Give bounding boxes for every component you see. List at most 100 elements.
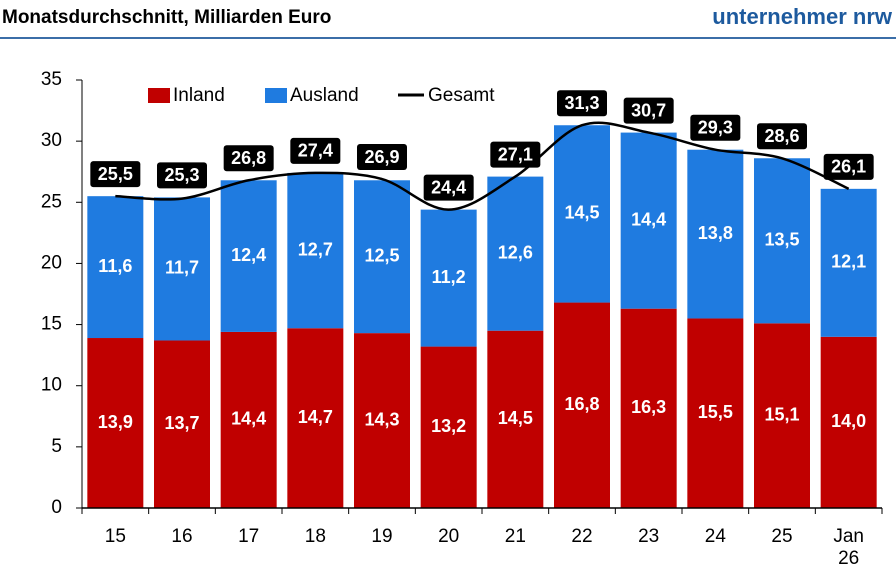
bar-segment (554, 125, 610, 303)
y-tick-label: 25 (41, 191, 62, 212)
bar-segment (754, 323, 810, 508)
data-label: 12,5 (364, 245, 399, 265)
total-label-box (357, 144, 407, 171)
y-tick-label: 10 (41, 375, 62, 396)
data-label: 14,7 (298, 407, 333, 427)
data-label: 16,3 (631, 397, 666, 417)
total-line (115, 121, 850, 211)
data-label: 16,8 (564, 394, 599, 414)
bar-segment (154, 197, 210, 341)
data-label: 12,1 (831, 252, 866, 272)
total-label: 28,6 (764, 126, 799, 146)
bar-segment (620, 308, 677, 508)
total-label-box (157, 162, 207, 189)
bar-segment (154, 340, 210, 508)
total-label: 26,9 (364, 147, 399, 167)
total-label: 27,4 (298, 141, 333, 161)
data-label: 14,3 (364, 409, 399, 429)
x-tick-label: 23 (638, 526, 660, 547)
data-label: 13,9 (98, 412, 133, 432)
y-tick-label: 20 (41, 252, 62, 273)
y-tick-label: 30 (41, 130, 62, 151)
bar-segment (87, 338, 144, 508)
bar-segment (620, 132, 677, 309)
bar-segment (354, 180, 410, 334)
x-tick-label: 22 (571, 526, 593, 547)
y-tick-label: 5 (51, 436, 62, 457)
data-label: 13,2 (431, 416, 466, 436)
bar-segment (420, 346, 477, 508)
bar-segment (87, 196, 144, 339)
data-label: 14,0 (831, 411, 866, 431)
total-label: 26,1 (831, 157, 866, 177)
bar-segment (754, 158, 810, 324)
data-label: 14,5 (564, 203, 599, 223)
x-tick-label: 19 (371, 526, 393, 547)
legend-swatch (265, 88, 287, 103)
data-label: 11,7 (165, 258, 199, 278)
y-tick-label: 15 (41, 314, 62, 335)
total-label: 25,5 (98, 164, 133, 184)
title: Monatsdurchschnitt, Milliarden Euro (2, 7, 331, 28)
data-label: 12,4 (231, 245, 266, 265)
x-tick-label: 16 (171, 526, 193, 547)
total-label: 24,4 (431, 177, 466, 197)
total-label-box (623, 97, 674, 124)
x-tick-label: Jan 26 (833, 526, 864, 569)
legend-label: Inland (173, 85, 225, 106)
bar-segment (287, 172, 344, 329)
bar-segment (820, 188, 877, 337)
bar-segment (687, 318, 744, 508)
x-tick-label: 20 (438, 526, 460, 547)
total-label-box (757, 123, 807, 150)
total-label-box (90, 161, 141, 188)
total-label: 26,8 (231, 148, 266, 168)
data-label: 13,5 (764, 230, 799, 250)
data-label: 15,1 (764, 404, 799, 424)
data-label: 15,5 (698, 402, 733, 422)
data-label: 13,7 (164, 413, 199, 433)
bar-segment (220, 180, 277, 332)
bar-segment (820, 336, 877, 508)
total-label: 31,3 (564, 93, 599, 113)
bar-segment (354, 333, 410, 508)
data-label: 14,5 (498, 408, 533, 428)
data-label: 12,6 (498, 242, 533, 262)
data-label: 12,7 (298, 239, 333, 259)
x-tick-label: 15 (104, 526, 126, 547)
y-tick-label: 35 (41, 69, 62, 90)
total-label-box (823, 153, 874, 180)
x-tick-label: 21 (504, 526, 526, 547)
bar-segment (554, 302, 610, 508)
total-label: 29,3 (698, 117, 733, 137)
data-label: 14,4 (631, 209, 666, 229)
legend-label: Gesamt (428, 85, 495, 106)
bar-segment (487, 176, 544, 331)
x-tick-label: 18 (304, 526, 326, 547)
legend-swatch (148, 88, 170, 103)
x-tick-label: 17 (238, 526, 260, 547)
total-label-box (223, 145, 274, 172)
total-label-box (290, 137, 341, 164)
brand: unternehmer nrw (712, 4, 893, 29)
data-label: 11,2 (432, 267, 466, 287)
bar-segment (420, 209, 477, 347)
bar-segment (687, 149, 744, 319)
y-tick-label: 0 (51, 497, 62, 518)
data-label: 13,8 (698, 223, 733, 243)
total-label-box (557, 90, 607, 117)
legend-label: Ausland (290, 85, 359, 106)
total-label: 30,7 (631, 100, 666, 120)
x-tick-label: 24 (704, 526, 726, 547)
data-label: 14,4 (231, 409, 266, 429)
total-label-box (690, 114, 741, 141)
data-label: 11,6 (98, 256, 132, 276)
total-label-box (423, 174, 474, 201)
bar-segment (220, 331, 277, 508)
total-label: 27,1 (498, 144, 533, 164)
bar-segment (487, 330, 544, 508)
x-tick-label: 25 (771, 526, 793, 547)
total-label: 25,3 (164, 165, 199, 185)
